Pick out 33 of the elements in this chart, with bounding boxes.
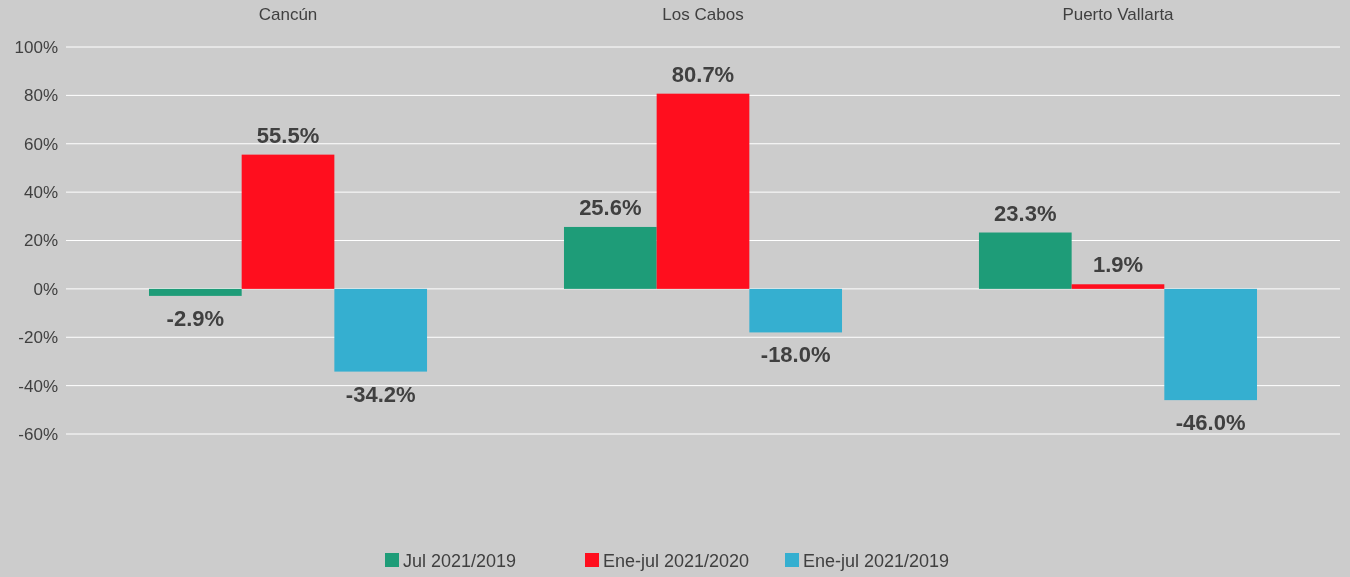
data-label: -2.9% — [166, 305, 225, 331]
legend-label: Ene-jul 2021/2020 — [603, 551, 750, 571]
bar — [241, 154, 335, 289]
legend-label: Jul 2021/2019 — [403, 551, 517, 571]
bar — [334, 288, 428, 372]
bar — [1071, 284, 1165, 289]
bar — [978, 232, 1072, 289]
y-tick-label: -40% — [18, 376, 58, 396]
data-label: 23.3% — [994, 200, 1057, 226]
data-label: -46.0% — [1175, 410, 1246, 436]
bar — [149, 288, 242, 296]
y-tick-label: 60% — [23, 134, 58, 154]
y-tick-label: 20% — [23, 231, 58, 251]
data-label: 1.9% — [1092, 252, 1144, 278]
data-label: -34.2% — [345, 381, 416, 407]
bar — [1164, 288, 1257, 401]
y-tick-label: 0% — [33, 279, 58, 299]
data-label: 55.5% — [256, 122, 320, 148]
x-tick-label: Los Cabos — [662, 5, 744, 24]
data-label: 25.6% — [579, 194, 642, 220]
legend-label: Ene-jul 2021/2019 — [803, 551, 950, 571]
y-tick-label: 80% — [23, 86, 58, 106]
y-tick-label: 100% — [14, 37, 58, 57]
bar — [563, 226, 657, 289]
bar — [749, 288, 843, 333]
x-tick-label: Cancún — [258, 5, 318, 24]
y-tick-label: 40% — [23, 183, 58, 203]
data-label: 80.7% — [671, 61, 735, 87]
y-tick-label: -60% — [18, 424, 58, 444]
data-label: -18.0% — [760, 342, 831, 368]
y-tick-label: -20% — [18, 328, 58, 348]
bar — [656, 93, 750, 289]
x-tick-label: Puerto Vallarta — [1062, 5, 1175, 24]
